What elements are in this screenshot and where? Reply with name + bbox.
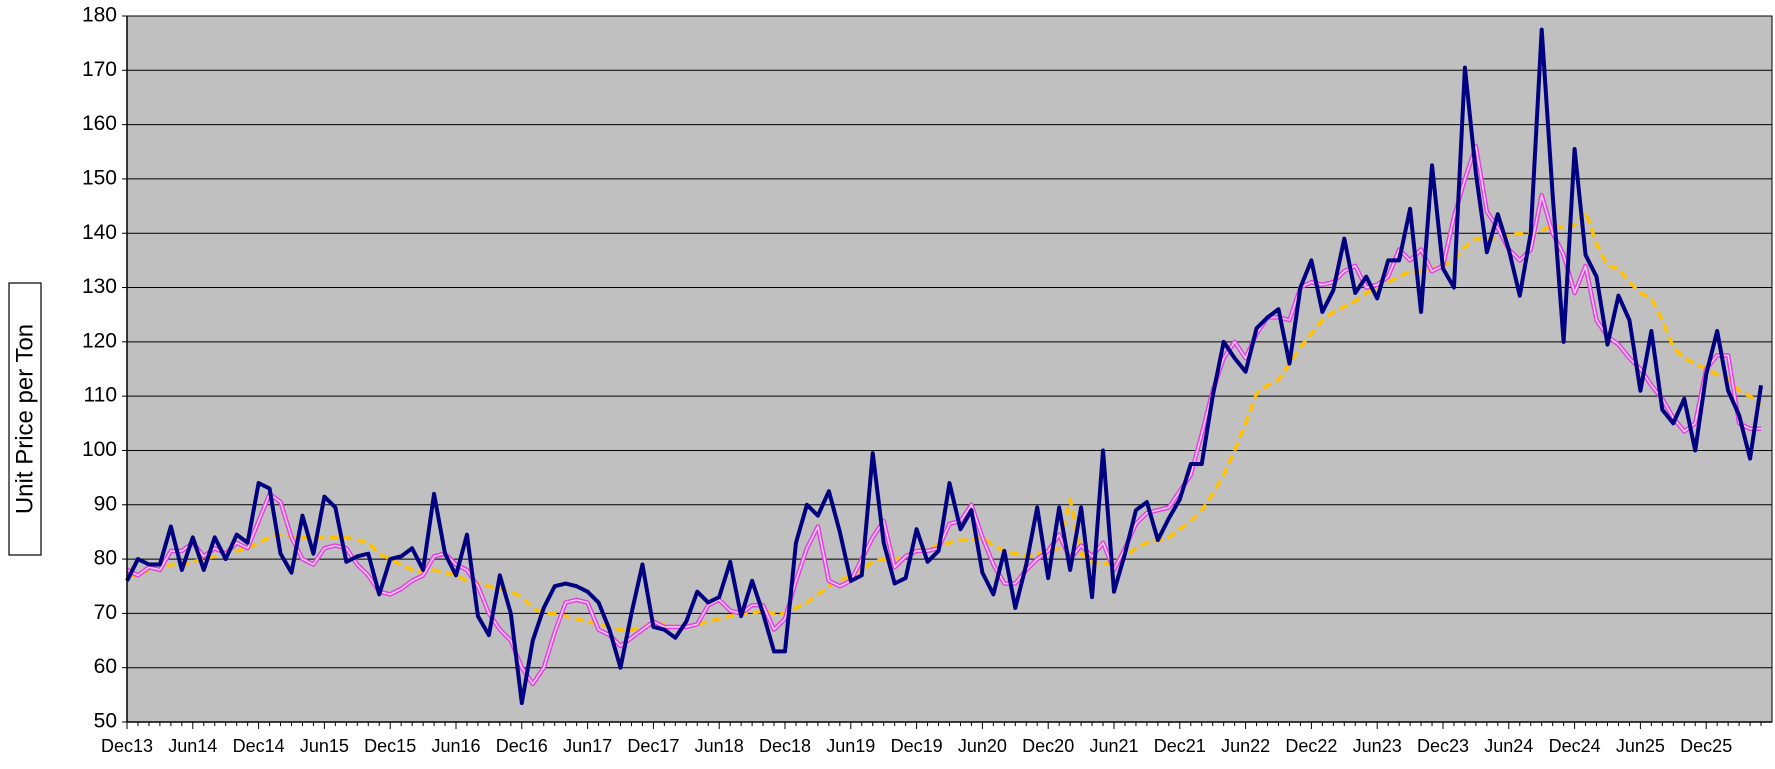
x-tick-label: Dec17 [627,736,679,756]
series-line-inner [126,145,1762,685]
x-tick-label: Dec23 [1417,736,1469,756]
y-tick-label: 160 [82,112,117,135]
y-tick-label: 180 [82,4,117,27]
y-tick-label: 110 [84,384,117,407]
x-tick-label: Jun20 [958,736,1007,756]
x-tick-label: Jun15 [300,736,349,756]
x-tick-label: Jun21 [1089,736,1138,756]
y-axis-label: Unit Price per Ton [11,324,38,514]
x-tick-label: Jun25 [1616,736,1665,756]
x-tick-label: Dec22 [1285,736,1337,756]
x-tick-label: Jun18 [695,736,744,756]
x-tick-label: Jun19 [826,736,875,756]
x-tick-label: Jun22 [1221,736,1270,756]
x-tick-label: Dec13 [101,736,153,756]
x-tick-label: Jun14 [168,736,217,756]
y-tick-label: 90 [94,492,117,515]
y-tick-label: 70 [94,601,117,624]
y-tick-label: 60 [94,655,117,678]
x-tick-label: Dec18 [759,736,811,756]
x-tick-label: Jun17 [563,736,612,756]
x-tick-label: Dec16 [496,736,548,756]
y-tick-label: 80 [94,547,117,570]
x-tick-label: Dec19 [891,736,943,756]
x-tick-label: Jun24 [1484,736,1533,756]
x-tick-label: Jun16 [431,736,480,756]
y-tick-label: 100 [82,438,117,461]
y-tick-label: 50 [94,710,117,733]
x-tick-label: Dec15 [364,736,416,756]
x-tick-label: Jun23 [1353,736,1402,756]
x-tick-label: Dec21 [1154,736,1206,756]
series-line [125,27,1764,705]
y-tick-label: 170 [82,58,117,81]
y-tick-label: 150 [82,166,117,189]
y-label-box [8,282,42,556]
y-tick-label: 140 [82,221,117,244]
y-tick-label: 130 [82,275,117,298]
x-tick-label: Dec24 [1549,736,1601,756]
x-tick-label: Dec14 [233,736,285,756]
plot-area [126,15,1773,723]
x-tick-label: Dec25 [1680,736,1732,756]
x-tick-label: Dec20 [1022,736,1074,756]
y-tick-label: 120 [82,329,117,352]
series-line [127,209,1763,632]
